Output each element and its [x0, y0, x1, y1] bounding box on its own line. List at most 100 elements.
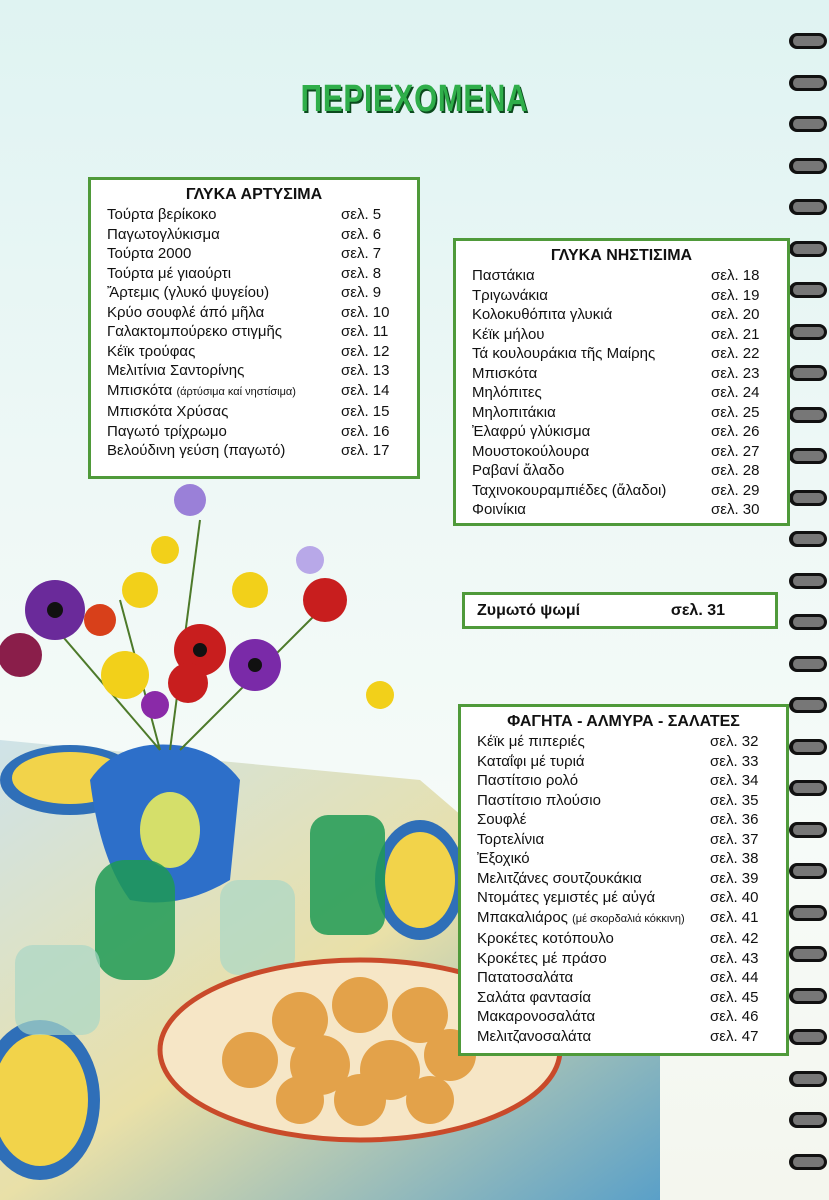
entry-title: Φοινίκια [472, 501, 526, 518]
entry-title: Ραβανί ἄλαδο [472, 462, 565, 479]
entry-name: Μπισκότα (άρτύσιμα καί νηστίσιμα) [107, 381, 296, 403]
entry-title: Μουστοκούλουρα [472, 442, 590, 460]
entry-note: (μέ σκορδαλιά κόκκινη) [572, 912, 685, 925]
entry-page: σελ. 23 [711, 364, 760, 382]
entry-name: Ἐλαφρύ γλύκισμα [472, 422, 590, 442]
entry-title: Τά κουλουράκια τῆς Μαίρης [472, 345, 656, 362]
toc-entry: Κροκέτες κοτόπουλο σελ. 42 [477, 929, 770, 949]
section-heading: ΦΑΓΗΤΑ - ΑΛΜΥΡΑ - ΣΑΛΑΤΕΣ [507, 713, 740, 730]
entry-name: Παστίτσιο ρολό [477, 771, 578, 791]
binding-ring [789, 489, 827, 506]
entry-page: σελ. 29 [711, 481, 760, 499]
entry-page: σελ. 35 [710, 791, 759, 809]
toc-entry: Μακαρονοσαλάτα σελ. 46 [477, 1007, 770, 1027]
entry-name: Κροκέτες κοτόπουλο [477, 929, 614, 949]
entry-name: Φοινίκια [472, 500, 526, 520]
binding-ring [789, 282, 827, 298]
entry-name: Μπισκότα Χρύσας [107, 402, 228, 422]
toc-entry: Βελούδινη γεύση (παγωτό) σελ. 17 [107, 441, 401, 461]
entry-name: Μπακαλιάρος (μέ σκορδαλιά κόκκινη) [477, 908, 685, 930]
binding-ring [789, 406, 827, 423]
entry-title: Κέϊκ τρούφας [107, 342, 196, 360]
entry-name: Παγωτογλύκισμα [107, 225, 220, 245]
entry-page: σελ. 6 [341, 225, 382, 243]
entry-page: σελ. 33 [710, 752, 759, 770]
binding-ring [789, 323, 827, 340]
entry-name: Τούρτα 2000 [107, 244, 191, 264]
entry-name: Παγωτό τρίχρωμο [107, 422, 227, 442]
entry-name: Τορτελίνια [477, 830, 544, 850]
entry-name: Κροκέτες μέ πράσο [477, 949, 607, 969]
entry-page: σελ. 37 [710, 830, 759, 848]
toc-entry: Τορτελίνια σελ. 37 [477, 830, 770, 850]
entry-title: Κέϊκ μήλου [472, 325, 545, 343]
entry-name: Ντομάτες γεμιστές μέ αὐγά [477, 888, 655, 908]
entry-page: σελ. 11 [341, 323, 389, 340]
entry-title: Ἄρτεμις (γλυκό ψυγείου) [107, 284, 270, 301]
entry-note: (άρτύσιμα καί νηστίσιμα) [176, 385, 296, 398]
toc-entry: Ταχινοκουραμπιέδες (ἄλαδοι) σελ. 29 [472, 481, 771, 501]
binding-ring [789, 448, 827, 464]
entry-title: Ταχινοκουραμπιέδες (ἄλαδοι) [472, 481, 667, 499]
entry-name: Μηλόπιτες [472, 383, 542, 403]
binding-ring [789, 1112, 827, 1128]
toc-entry: Τούρτα μέ γιαούρτι σελ. 8 [107, 264, 401, 284]
entry-name: Ἐξοχικό [477, 849, 530, 869]
entry-title: Πατατοσαλάτα [477, 969, 574, 986]
entry-title: Κροκέτες κοτόπουλο [477, 930, 614, 947]
entry-page: σελ. 16 [341, 422, 390, 440]
entry-name: Μελιτίνια Σαντορίνης [107, 361, 244, 381]
binding-ring [789, 780, 827, 796]
entry-name: Παστάκια [472, 266, 535, 286]
entry-page: σελ. 8 [341, 264, 382, 282]
entry-name: Τούρτα βερίκοκο [107, 205, 216, 225]
toc-entry: Μελιτζάνες σουτζουκάκια σελ. 39 [477, 869, 770, 889]
binding-ring [789, 1070, 827, 1087]
entry-page: σελ. 34 [710, 772, 759, 789]
binding-ring [789, 738, 827, 755]
binding-ring [789, 157, 827, 174]
entry-title: Βελούδινη γεύση (παγωτό) [107, 442, 286, 459]
entry-title: Τούρτα μέ γιαούρτι [107, 264, 232, 282]
toc-entry: Παγωτό τρίχρωμο σελ. 16 [107, 422, 401, 442]
binding-ring [789, 1153, 827, 1170]
toc-entry: Ντομάτες γεμιστές μέ αὐγά σελ. 40 [477, 888, 770, 908]
entry-title: Τούρτα 2000 [107, 245, 192, 262]
entry-page: σελ. 28 [711, 462, 760, 479]
binding-ring [789, 572, 827, 589]
toc-entry: Φοινίκια σελ. 30 [472, 500, 771, 520]
entry-name: Σαλάτα φαντασία [477, 988, 591, 1008]
entry-title: Τορτελίνια [477, 830, 545, 848]
entry-title: Τούρτα βερίκοκο [107, 206, 217, 223]
entry-page: σελ. 15 [341, 403, 390, 420]
binding-ring [789, 863, 827, 879]
entry-page: σελ. 27 [711, 442, 760, 460]
toc-entry: Κέϊκ τρούφας σελ. 12 [107, 342, 401, 362]
binding-ring [789, 531, 827, 547]
section-sweets-nonfasting: ΓΛΥΚΑ ΑΡΤΥΣΙΜΑ Τούρτα βερίκοκο σελ. 5 Παγω… [88, 177, 420, 479]
entry-page: σελ. 20 [711, 306, 760, 323]
entry-name: Κέϊκ τρούφας [107, 342, 195, 362]
entry-page: σελ. 19 [711, 286, 760, 304]
binding-ring [789, 240, 827, 257]
entry-page: σελ. 7 [341, 245, 382, 262]
entry-page: σελ. 5 [341, 206, 382, 223]
entry-name: Μπισκότα [472, 364, 537, 384]
entry-title: Παστίτσιο ρολό [477, 772, 579, 789]
binding-ring [789, 904, 827, 921]
toc-entry: Παστίτσιο πλούσιο σελ. 35 [477, 791, 770, 811]
toc-entry: Πατατοσαλάτα σελ. 44 [477, 968, 770, 988]
entry-title: Παγωτό τρίχρωμο [107, 422, 227, 440]
spiral-binding [784, 0, 829, 1200]
entry-title: Ντομάτες γεμιστές μέ αὐγά [477, 889, 656, 906]
toc-entry: Γαλακτομπούρεκο στιγμῆς σελ. 11 [107, 322, 401, 342]
entry-title: Σουφλέ [477, 811, 527, 828]
entry-page: σελ. 41 [710, 908, 759, 926]
toc-entry: Ἐλαφρύ γλύκισμα σελ. 26 [472, 422, 771, 442]
section-savory-salads: ΦΑΓΗΤΑ - ΑΛΜΥΡΑ - ΣΑΛΑΤΕΣ Κέϊκ μέ πιπερι… [458, 704, 789, 1056]
entry-title: Ἐξοχικό [477, 850, 530, 867]
entry-page: σελ. 10 [341, 303, 390, 321]
entry-page: σελ. 9 [341, 284, 382, 301]
entry-title: Μελιτζάνες σουτζουκάκια [477, 869, 642, 887]
entry-name: Ζυμωτό ψωμί [477, 601, 581, 619]
